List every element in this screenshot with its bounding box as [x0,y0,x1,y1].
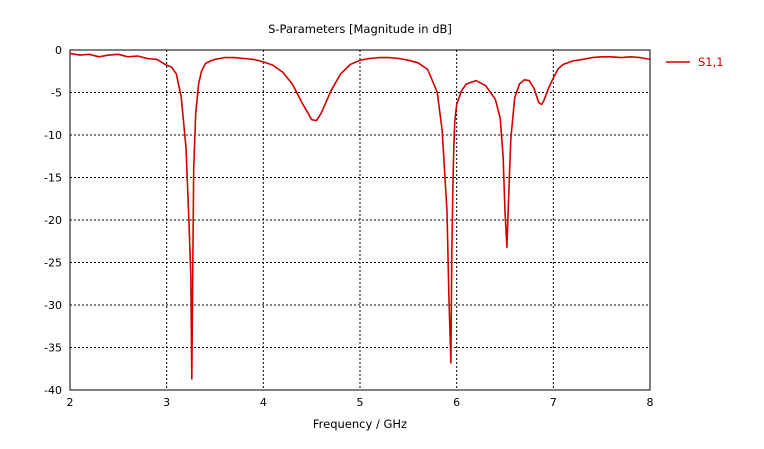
x-tick-label: 6 [453,396,460,409]
legend-label: S1,1 [698,55,724,69]
x-tick-label: 5 [357,396,364,409]
y-tick-label: -20 [44,214,62,227]
y-tick-label: -30 [44,299,62,312]
y-tick-label: -10 [44,129,62,142]
series-line-s11 [69,52,651,380]
x-tick-label: 3 [163,396,170,409]
y-tick-label: 0 [55,44,62,57]
tick-labels: 2 3 4 5 6 7 8 0 -5 -10 -15 -20 -25 -30 -35 -40 [44,44,653,409]
legend: S1,1 [666,55,724,69]
y-tick-label: -15 [44,172,62,185]
x-tick-label: 8 [647,396,654,409]
x-axis-label: Frequency / GHz [313,417,407,431]
y-tick-label: -25 [44,257,62,270]
y-tick-label: -5 [51,87,62,100]
grid [70,50,650,390]
x-tick-label: 2 [67,396,74,409]
y-tick-label: -40 [44,384,62,397]
series-layer [69,52,651,380]
chart-title: S-Parameters [Magnitude in dB] [268,22,452,36]
x-tick-label: 4 [260,396,267,409]
plot-frame [69,49,651,391]
y-tick-label: -35 [44,342,62,355]
x-tick-label: 7 [550,396,557,409]
